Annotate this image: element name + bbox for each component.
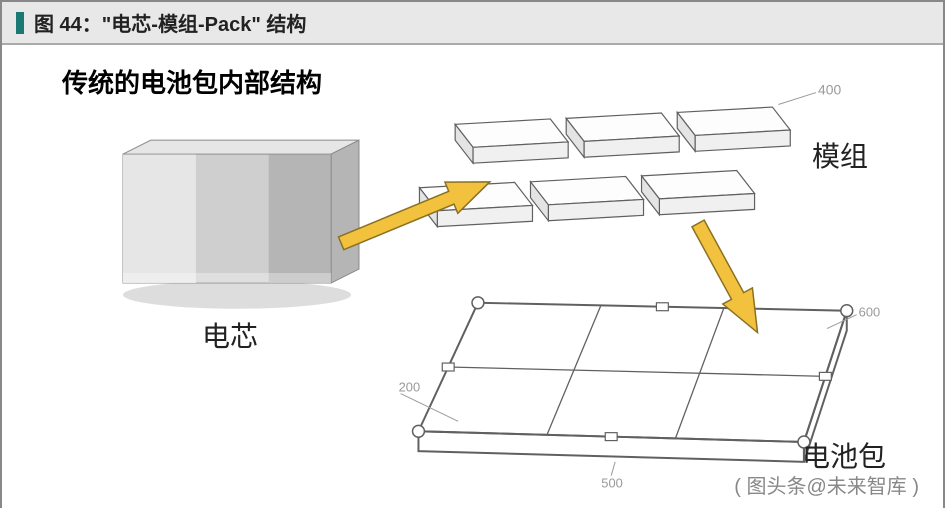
pack-label: 电池包 bbox=[802, 435, 886, 475]
svg-text:600: 600 bbox=[859, 305, 880, 320]
figure-header: 图 44："电芯-模组-Pack" 结构 bbox=[2, 2, 943, 45]
cell-label: 电芯 bbox=[202, 315, 258, 355]
module-label: 模组 bbox=[812, 135, 868, 175]
watermark: ( 图头条@未来智库 ) bbox=[734, 470, 919, 499]
figure-content: 传统的电池包内部结构 400200600500 电芯 模组 电池包 ( 图头条@… bbox=[2, 45, 943, 509]
header-mark bbox=[16, 12, 24, 34]
svg-text:400: 400 bbox=[818, 82, 841, 98]
figure-title: 图 44："电芯-模组-Pack" 结构 bbox=[34, 8, 306, 37]
svg-text:200: 200 bbox=[399, 380, 420, 395]
svg-text:500: 500 bbox=[601, 476, 622, 491]
